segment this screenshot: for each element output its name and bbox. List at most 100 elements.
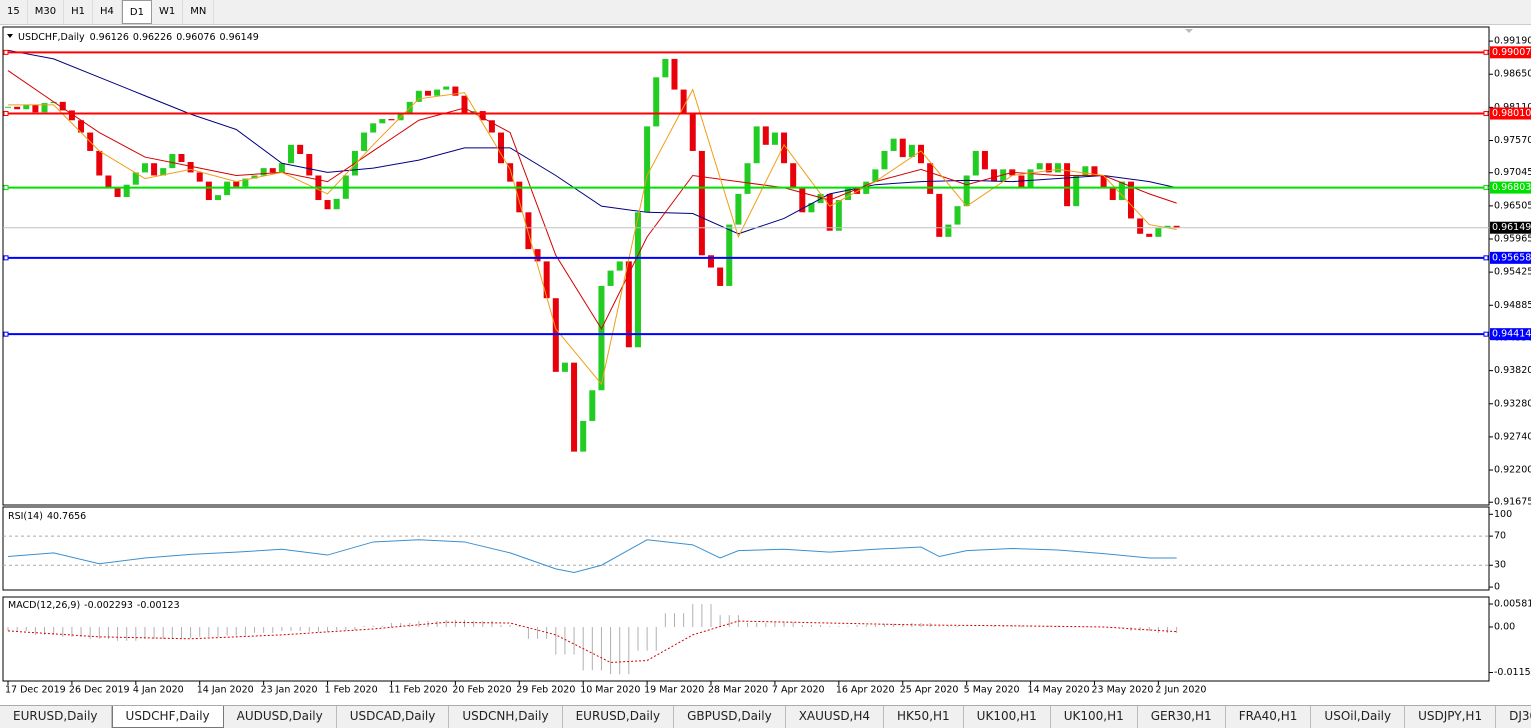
- chart-tab[interactable]: EURUSD,Daily: [563, 706, 675, 728]
- timeframe-button[interactable]: H1: [64, 0, 93, 24]
- level-box: [1490, 181, 1531, 194]
- candle: [288, 144, 295, 164]
- level-label: 0.96803: [1492, 182, 1531, 193]
- chart-tab[interactable]: UK100,H1: [964, 706, 1051, 728]
- candle: [151, 163, 158, 176]
- candle: [908, 144, 915, 158]
- x-tick-label: 26 Dec 2019: [69, 685, 130, 696]
- candle: [872, 169, 879, 182]
- x-tick-label: 19 Mar 2020: [644, 685, 704, 696]
- candle: [571, 362, 578, 452]
- chart-tab[interactable]: UK100,H1: [1051, 706, 1138, 728]
- chart-tab[interactable]: USDJPY,H1: [1405, 706, 1497, 728]
- timeframe-button[interactable]: M30: [28, 0, 65, 24]
- candle: [890, 138, 897, 151]
- chart-tabs: EURUSD,Daily USDCHF,Daily AUDUSD,Daily USDC…: [0, 705, 1531, 728]
- candle: [205, 181, 212, 201]
- timeframe-button[interactable]: H4: [93, 0, 122, 24]
- macd-header: MACD(12,26,9) -0.002293 -0.00123: [8, 600, 180, 611]
- candle: [525, 212, 532, 250]
- timeframe-button[interactable]: MN: [183, 0, 215, 24]
- candle: [5, 106, 11, 108]
- candle: [799, 187, 806, 213]
- y-tick-label: 0.005818: [1494, 599, 1531, 610]
- rsi-panel: [2, 506, 1490, 591]
- chart-tab[interactable]: GER30,H1: [1138, 706, 1226, 728]
- candle: [589, 390, 596, 421]
- candle: [59, 101, 66, 111]
- candle: [78, 120, 85, 133]
- y-tick-label: 0.92740: [1494, 431, 1531, 442]
- candle: [516, 181, 523, 213]
- low: 0.96076: [176, 32, 215, 43]
- candle: [744, 163, 751, 194]
- timeframe-button[interactable]: 15: [0, 0, 28, 24]
- chart-tab[interactable]: USOil,Daily: [1311, 706, 1406, 728]
- chart-tab[interactable]: XAUUSD,H4: [786, 706, 885, 728]
- y-tick-label: 0.95425: [1494, 267, 1531, 278]
- y-tick-label: 0.95965: [1494, 234, 1531, 245]
- candle: [708, 255, 715, 268]
- candle: [214, 195, 221, 201]
- candle: [196, 172, 203, 182]
- y-tick-label: 0.00: [1494, 621, 1515, 632]
- candle: [178, 154, 185, 162]
- candle: [160, 168, 167, 176]
- candle: [1127, 181, 1134, 219]
- chart-tab[interactable]: DJ30,H1: [1496, 706, 1531, 728]
- candle: [1137, 218, 1144, 234]
- chart-tab[interactable]: EURUSD,Daily: [0, 706, 112, 728]
- chart-tab[interactable]: AUDUSD,Daily: [224, 706, 337, 728]
- candle: [361, 132, 368, 151]
- candle: [242, 178, 249, 187]
- candle: [543, 261, 550, 299]
- candle: [434, 89, 441, 96]
- x-tick-label: 23 Jan 2020: [261, 685, 318, 696]
- macd-title: MACD(12,26,9): [8, 600, 80, 611]
- chart-tab[interactable]: HK50,H1: [884, 706, 964, 728]
- y-tick-label: 0.91675: [1494, 497, 1531, 508]
- chart-tab[interactable]: USDCAD,Daily: [337, 706, 450, 728]
- x-tick-label: 16 Apr 2020: [836, 685, 895, 696]
- candle: [269, 168, 276, 173]
- x-tick-label: 14 May 2020: [1028, 685, 1090, 696]
- candle: [698, 150, 705, 256]
- high: 0.96226: [133, 32, 172, 43]
- timeframe-button[interactable]: D1: [121, 0, 152, 24]
- x-tick-label: 14 Jan 2020: [197, 685, 254, 696]
- candle: [899, 138, 906, 158]
- macd-panel: [2, 596, 1490, 682]
- candle: [507, 163, 514, 182]
- chart-tab[interactable]: FRA40,H1: [1226, 706, 1312, 728]
- level-label: 0.95658: [1492, 252, 1531, 263]
- x-tick-label: 7 Apr 2020: [772, 685, 825, 696]
- timeframe-toolbar: 15 M30 H1 H4 D1 W1 MN: [0, 0, 1531, 25]
- candle: [443, 86, 450, 90]
- chart-tab[interactable]: GBPUSD,Daily: [674, 706, 786, 728]
- candle: [452, 86, 459, 96]
- candle: [927, 163, 934, 194]
- x-tick-label: 29 Feb 2020: [516, 685, 575, 696]
- candle: [1146, 233, 1153, 237]
- x-tick-label: 1 Feb 2020: [325, 685, 378, 696]
- shift-marker: [1185, 29, 1193, 33]
- y-tick-label: 0.98110: [1494, 102, 1531, 113]
- candle: [580, 420, 587, 452]
- candle: [881, 150, 888, 170]
- chart-tab[interactable]: USDCNH,Daily: [449, 706, 563, 728]
- open: 0.96126: [90, 32, 129, 43]
- chart-tab[interactable]: USDCHF,Daily: [111, 706, 224, 728]
- candle: [561, 362, 568, 372]
- candle: [1100, 175, 1107, 188]
- x-tick-label: 2 Jun 2020: [1155, 685, 1206, 696]
- candle: [854, 187, 861, 194]
- rsi-header: RSI(14) 40.7656: [8, 511, 86, 522]
- y-tick-label: -0.011541: [1494, 667, 1531, 678]
- level-label: 0.99007: [1492, 47, 1531, 58]
- candle: [598, 285, 605, 391]
- candle: [424, 90, 431, 96]
- candle: [23, 104, 30, 110]
- rsi-line: [7, 539, 1177, 574]
- timeframe-button[interactable]: W1: [152, 0, 184, 24]
